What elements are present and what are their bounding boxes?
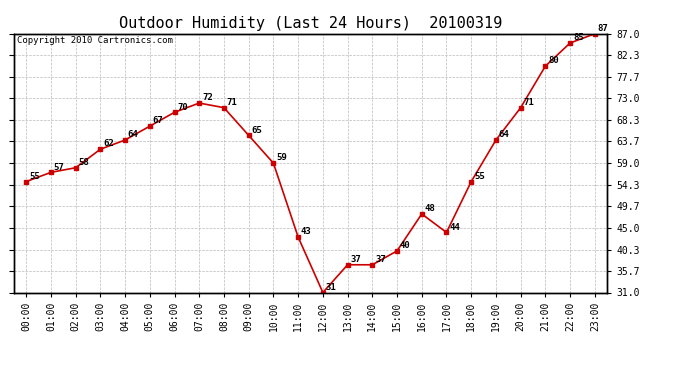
Text: 48: 48 <box>424 204 435 213</box>
Text: 87: 87 <box>598 24 609 33</box>
Text: 40: 40 <box>400 241 411 250</box>
Text: 71: 71 <box>524 98 534 107</box>
Text: 55: 55 <box>29 172 40 181</box>
Text: 64: 64 <box>499 130 509 139</box>
Text: 65: 65 <box>251 126 262 135</box>
Text: 44: 44 <box>449 223 460 232</box>
Text: 59: 59 <box>276 153 287 162</box>
Text: 37: 37 <box>351 255 361 264</box>
Text: 55: 55 <box>474 172 485 181</box>
Text: 85: 85 <box>573 33 584 42</box>
Text: Copyright 2010 Cartronics.com: Copyright 2010 Cartronics.com <box>17 36 172 45</box>
Text: 62: 62 <box>103 140 114 148</box>
Text: 37: 37 <box>375 255 386 264</box>
Text: 80: 80 <box>548 56 559 65</box>
Text: 71: 71 <box>227 98 237 107</box>
Text: 67: 67 <box>152 116 164 125</box>
Text: 72: 72 <box>202 93 213 102</box>
Title: Outdoor Humidity (Last 24 Hours)  20100319: Outdoor Humidity (Last 24 Hours) 2010031… <box>119 16 502 31</box>
Text: 57: 57 <box>54 163 64 172</box>
Text: 70: 70 <box>177 102 188 111</box>
Text: 64: 64 <box>128 130 139 139</box>
Text: 58: 58 <box>79 158 89 167</box>
Text: 31: 31 <box>326 283 337 292</box>
Text: 43: 43 <box>301 227 312 236</box>
